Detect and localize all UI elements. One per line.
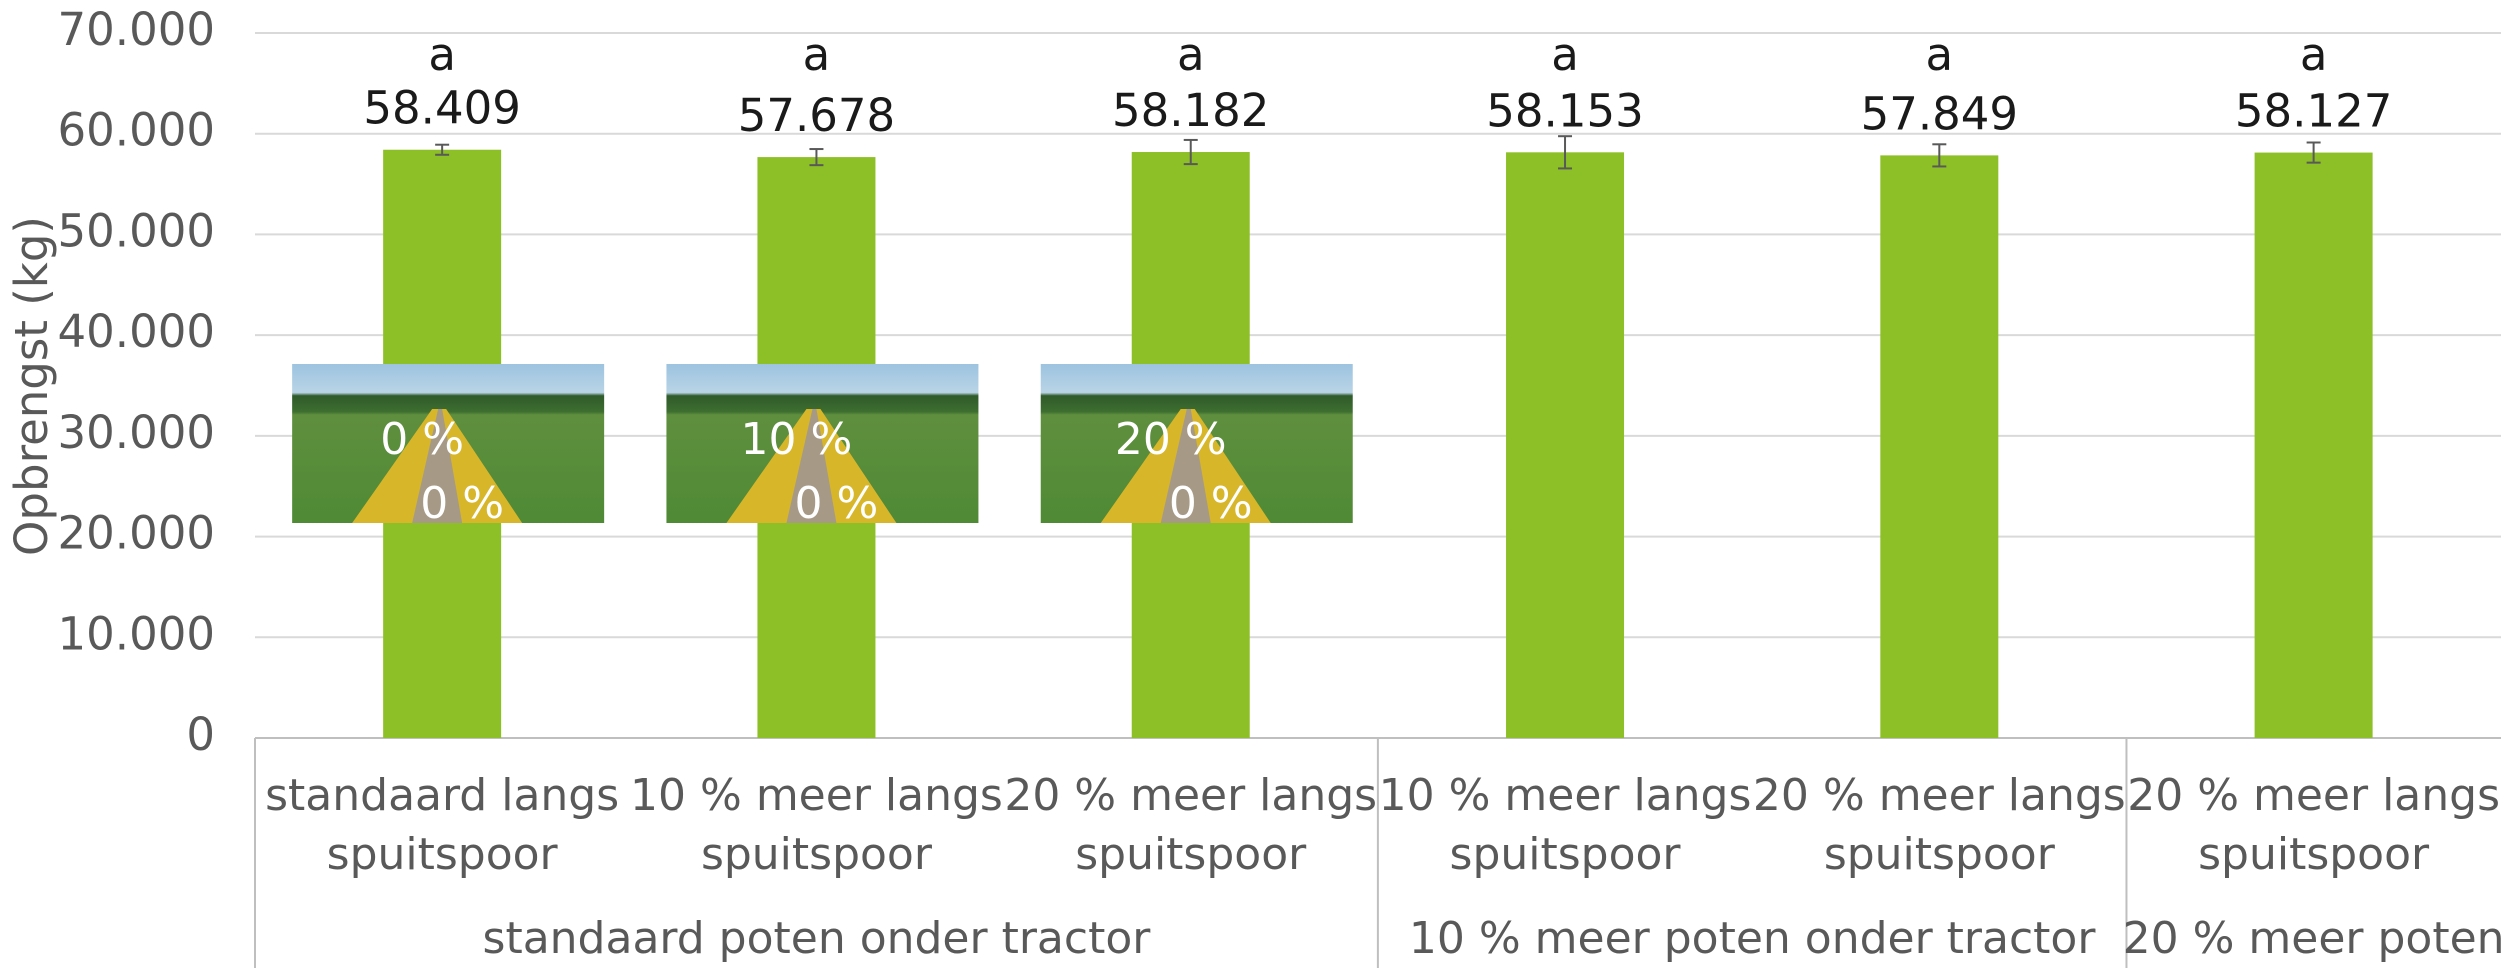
significance-label: a — [2300, 28, 2328, 81]
group-label: standaard poten onder tractor — [483, 913, 1152, 964]
bar — [1506, 152, 1625, 738]
inset-label: 0 % — [380, 414, 464, 465]
inset-label: 0 % — [795, 478, 879, 529]
y-tick-label: 10.000 — [58, 607, 215, 660]
x-tick-label: 20 % meer langs spuitspoor — [1753, 770, 2126, 880]
inset-label: 0 % — [420, 478, 504, 529]
significance-label: a — [1551, 28, 1579, 81]
y-tick-label: 20.000 — [58, 507, 215, 560]
inset-label: 0 % — [1169, 478, 1253, 529]
group-label: 10 % meer poten onder tractor — [1409, 913, 2096, 964]
inset-label: 20 % — [1115, 414, 1227, 465]
y-tick-label: 30.000 — [58, 406, 215, 459]
value-label: 58.127 — [2235, 85, 2392, 138]
y-tick-label: 0 — [186, 708, 215, 761]
value-label: 58.182 — [1112, 84, 1269, 137]
x-tick-label: 20 % meer langs spuitspoor — [1004, 770, 1377, 880]
significance-label: a — [1177, 28, 1205, 81]
value-label: 58.153 — [1486, 84, 1643, 137]
bar — [1880, 155, 1999, 738]
y-tick-label: 60.000 — [58, 104, 215, 157]
inset-photo: 0 %0 % — [292, 364, 605, 529]
x-tick-label: 20 % meer langs spuitspoor — [2127, 770, 2500, 880]
x-tick-label: 10 % meer langs spuitspoor — [630, 770, 1003, 880]
significance-label: a — [803, 28, 831, 81]
x-tick-label: standaard langs spuitspoor — [265, 770, 619, 880]
road — [1160, 409, 1211, 523]
value-label: 58.409 — [363, 82, 520, 135]
value-label: 57.678 — [738, 89, 895, 142]
inset-photo: 10 % 0 % — [666, 364, 979, 529]
road — [786, 409, 837, 523]
group-label: 20 % meer poten — [2123, 913, 2501, 964]
x-tick-label: 10 % meer langs spuitspoor — [1379, 770, 1752, 880]
inset-photo: 20 % 0 % — [1040, 364, 1353, 529]
y-axis-label: Opbrengst (kg) — [5, 216, 58, 556]
significance-label: a — [1926, 28, 1954, 81]
bar — [2254, 152, 2373, 738]
value-label: 57.849 — [1861, 87, 2018, 140]
y-tick-label: 70.000 — [58, 3, 215, 56]
inset-label: 10 % — [741, 414, 853, 465]
y-tick-label: 40.000 — [58, 305, 215, 358]
road — [412, 409, 463, 523]
significance-label: a — [428, 28, 456, 81]
y-tick-label: 50.000 — [58, 204, 215, 257]
